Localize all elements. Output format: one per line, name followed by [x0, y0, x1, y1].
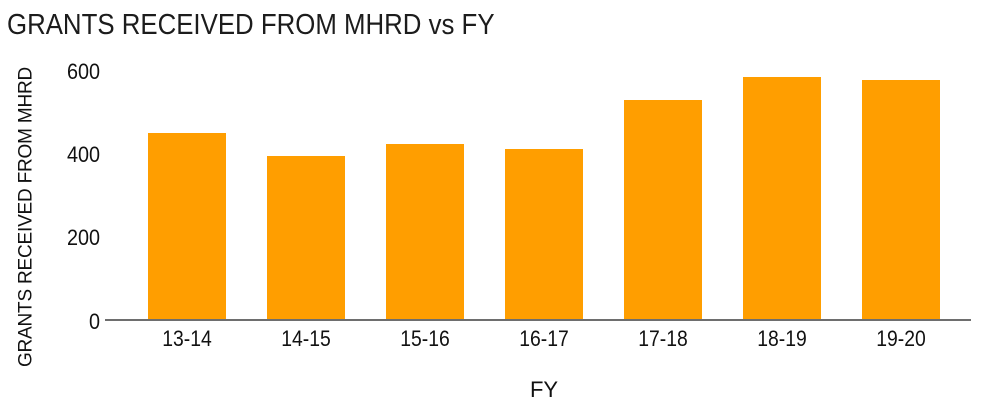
bar-19-20	[862, 79, 941, 320]
x-tick-label: 16-17	[519, 326, 569, 351]
chart-title: GRANTS RECEIVED FROM MHRD vs FY	[7, 9, 495, 41]
x-tick-label: 18-19	[757, 326, 807, 351]
x-axis-line	[105, 318, 971, 321]
y-tick-label: 200	[66, 225, 100, 251]
x-tick-label: 17-18	[638, 326, 688, 351]
x-tick-label: 19-20	[876, 326, 926, 351]
bar-13-14	[147, 133, 226, 320]
x-axis-label: FY	[529, 377, 559, 402]
y-tick-label: 0	[88, 308, 100, 334]
bar-17-18	[623, 100, 702, 320]
y-tick-label: 400	[66, 141, 100, 167]
bar-18-19	[743, 77, 821, 320]
x-tick-label: 14-15	[280, 326, 331, 351]
y-tick-label: 600	[66, 58, 100, 84]
bar-14-15	[266, 156, 345, 320]
x-tick-label: 13-14	[161, 326, 212, 351]
x-tick-label: 15-16	[399, 326, 450, 351]
bar-16-17	[504, 149, 583, 320]
bar-15-16	[385, 143, 464, 320]
